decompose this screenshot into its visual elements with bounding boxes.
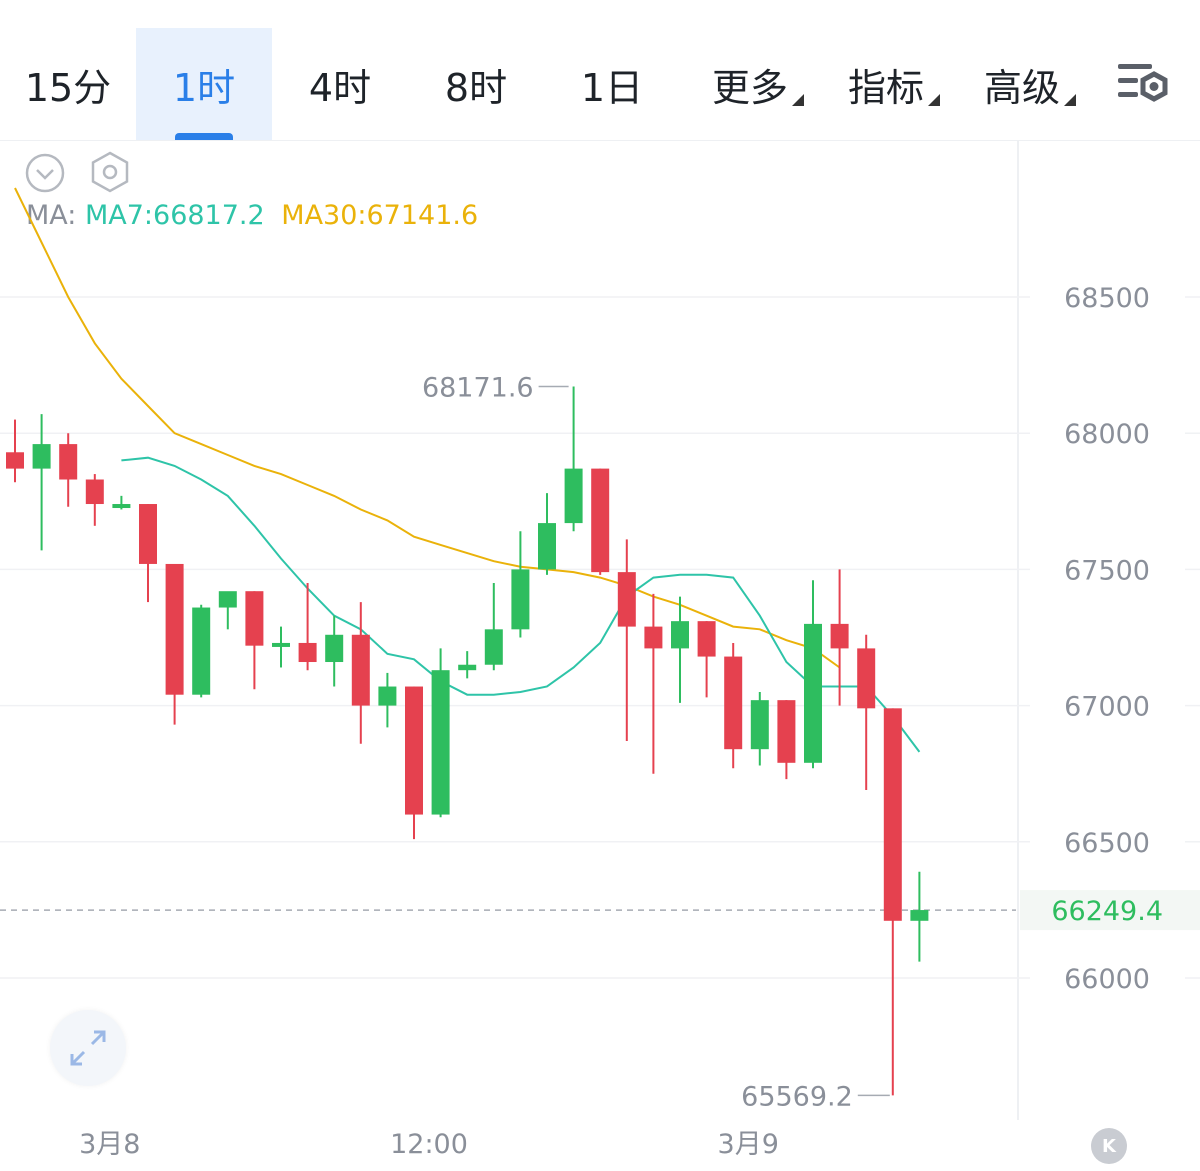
tab-label: 更多	[711, 65, 788, 110]
ma7-value: MA7:66817.2	[84, 200, 265, 231]
candle-body	[431, 670, 450, 815]
candle-body	[883, 708, 902, 921]
candle-body	[910, 910, 929, 921]
candle-body	[32, 444, 51, 469]
candle-body	[857, 648, 876, 709]
high-price-label: 68171.6	[422, 372, 534, 403]
candle-body	[351, 634, 370, 706]
k-logo-button[interactable]: K	[1091, 1128, 1127, 1164]
dropdown-caret-icon	[928, 94, 940, 106]
candle-body	[750, 700, 769, 750]
chart-settings-icon[interactable]	[1116, 60, 1172, 110]
ma30-line	[14, 187, 841, 669]
y-axis-tick-label: 67500	[1064, 555, 1150, 586]
candle-body	[697, 621, 716, 657]
tab-advanced-dropdown[interactable]: 高级	[972, 28, 1076, 140]
candle-body	[112, 504, 131, 509]
dropdown-caret-icon	[1064, 94, 1076, 106]
x-axis-tick-label: 3月9	[718, 1129, 779, 1160]
candle-body	[458, 664, 477, 671]
candle-body	[298, 642, 317, 663]
candle-body	[245, 591, 264, 646]
candle-body	[830, 623, 849, 649]
y-axis-tick-label: 68500	[1064, 283, 1150, 314]
tab-more-dropdown[interactable]: 更多	[700, 28, 804, 140]
x-axis-tick-label: 12:00	[390, 1129, 468, 1160]
tab-1d[interactable]: 1日	[544, 28, 680, 140]
tab-label: 1日	[580, 65, 644, 110]
tab-indicators-dropdown[interactable]: 指标	[836, 28, 940, 140]
tab-label: 指标	[847, 65, 924, 110]
candle-body	[85, 479, 104, 505]
candle-body	[644, 626, 663, 649]
tab-label: 15分	[24, 65, 112, 110]
candle-body	[804, 623, 822, 763]
y-axis-tick-label: 66500	[1064, 828, 1150, 859]
tab-15min[interactable]: 15分	[0, 28, 136, 140]
collapse-chevron-icon[interactable]	[24, 152, 66, 194]
candle-body	[511, 569, 530, 630]
tab-label: 4时	[308, 65, 372, 110]
candle-body	[538, 523, 556, 570]
tab-label: 高级	[983, 65, 1060, 110]
candlestick-chart[interactable]: 68500 68000 67500 67000 66500 66000 66249.4 681…	[0, 140, 1200, 1171]
candle-body	[378, 686, 397, 706]
tab-1h[interactable]: 1时	[136, 28, 272, 140]
candle-body	[671, 621, 689, 649]
tab-8h[interactable]: 8时	[408, 28, 544, 140]
candle-body	[165, 563, 184, 695]
fullscreen-button[interactable]	[50, 1010, 126, 1086]
candle-body	[564, 468, 583, 524]
tab-4h[interactable]: 4时	[272, 28, 408, 140]
tab-label: 8时	[444, 65, 508, 110]
y-axis-tick-label: 66000	[1064, 964, 1150, 995]
candle-body	[405, 686, 423, 815]
last-price-label: 66249.4	[1051, 896, 1163, 927]
ma7-line	[121, 456, 921, 753]
active-tab-indicator	[175, 133, 233, 140]
interval-tab-bar: 15分 1时 4时 8时 1日 更多 指标 高级	[0, 0, 1200, 141]
candle-body	[59, 444, 78, 480]
candle-body	[777, 700, 796, 763]
tab-label: 1时	[172, 65, 236, 110]
dropdown-caret-icon	[792, 94, 804, 106]
ma-indicator-legend: MA: MA7:66817.2 MA30:67141.6	[26, 200, 478, 231]
candle-body	[139, 504, 157, 564]
expand-arrows-icon	[70, 1030, 106, 1066]
y-axis-tick-label: 68000	[1064, 419, 1150, 450]
candle-body	[325, 634, 344, 663]
candle-body	[617, 572, 636, 627]
low-price-label: 65569.2	[741, 1081, 853, 1112]
candle-body	[218, 591, 237, 608]
candle-body	[6, 452, 24, 469]
hexagon-settings-icon[interactable]	[88, 150, 132, 194]
candle-body	[484, 629, 503, 665]
ma30-value: MA30:67141.6	[281, 200, 479, 231]
candle-body	[192, 607, 211, 695]
candle-body	[724, 656, 743, 750]
candle-body	[591, 468, 610, 573]
y-axis-tick-label: 67000	[1064, 692, 1150, 723]
x-axis-tick-label: 3月8	[79, 1129, 140, 1160]
candle-body	[272, 642, 290, 647]
last-price-tag	[1020, 890, 1200, 931]
